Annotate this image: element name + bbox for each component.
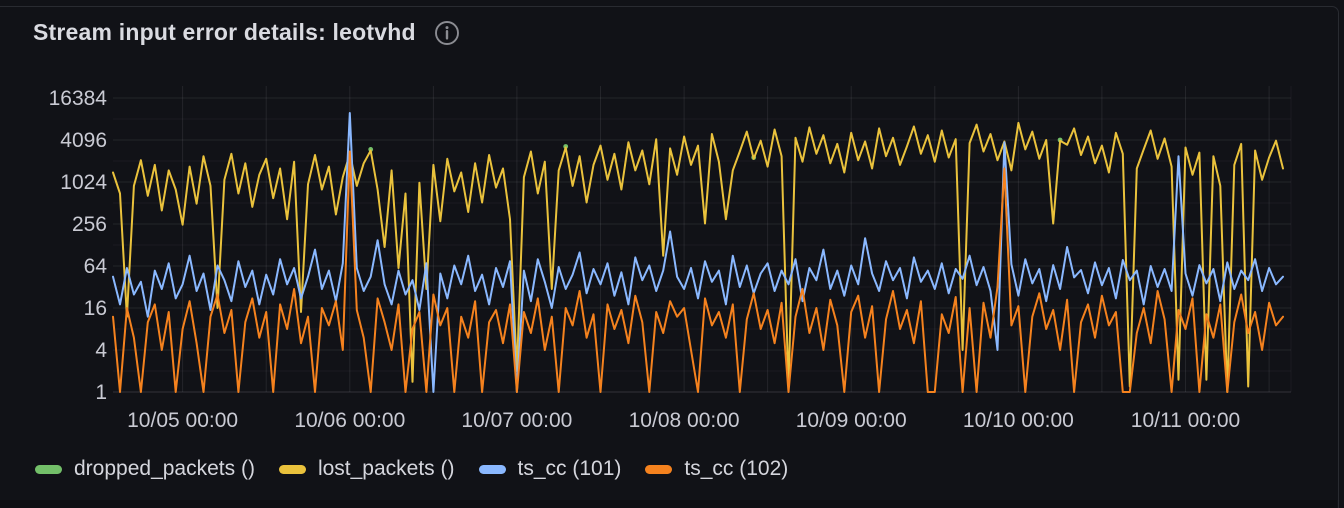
x-axis-tick: 10/06 00:00 [294, 409, 405, 432]
legend-label: ts_cc (101) [517, 457, 622, 480]
legend-swatch [478, 464, 506, 474]
panel-bottom-edge [0, 500, 1337, 508]
legend-swatch [645, 464, 673, 474]
x-axis-tick: 10/11 00:00 [1131, 409, 1240, 432]
y-axis-tick: 4 [95, 339, 107, 362]
legend-label: lost_packets () [317, 457, 455, 480]
legend-swatch [35, 464, 62, 474]
info-icon[interactable] [434, 20, 460, 46]
series-line-lost_packets [112, 121, 1284, 393]
series-line-ts_cc101 [112, 112, 1284, 393]
legend-label: ts_cc (102) [684, 457, 789, 480]
x-axis-tick: 10/05 00:00 [127, 409, 238, 432]
series-line-ts_cc102 [112, 150, 1284, 393]
legend-item-ts_cc102[interactable]: ts_cc (102) [645, 454, 788, 484]
x-axis: 10/05 00:00 10/06 00:00 10/07 00:00 10/08 0… [127, 409, 1240, 432]
y-axis-tick: 4096 [60, 129, 107, 152]
y-axis-tick: 16 [84, 297, 107, 320]
y-axis-tick: 256 [72, 213, 107, 236]
legend: dropped_packets () lost_packets () ts_cc (… [35, 454, 788, 484]
x-axis-tick: 10/09 00:00 [796, 409, 907, 432]
legend-item-dropped_packets[interactable]: dropped_packets () [35, 454, 255, 484]
legend-swatch [278, 464, 306, 474]
y-axis: 1 4 16 64 256 1024 4096 16384 [49, 87, 108, 404]
y-axis-tick: 1024 [60, 171, 107, 194]
x-axis-tick: 10/07 00:00 [461, 409, 572, 432]
legend-item-ts_cc101[interactable]: ts_cc (101) [478, 454, 622, 484]
series-point-dropped_packets [368, 147, 374, 152]
x-axis-tick: 10/08 00:00 [629, 409, 740, 432]
x-axis-tick: 10/10 00:00 [963, 409, 1074, 432]
panel-header: Stream input error details: leotvhd [33, 19, 460, 46]
y-axis-tick: 16384 [49, 87, 108, 110]
time-series-chart[interactable]: 1 4 16 64 256 1024 4096 16384 10/05 00:00 10/06 0… [0, 0, 1344, 448]
legend-label: dropped_packets () [74, 457, 255, 480]
series-point-dropped_packets [563, 144, 569, 149]
legend-item-lost_packets[interactable]: lost_packets () [278, 454, 455, 484]
y-axis-tick: 1 [95, 381, 107, 404]
panel-title[interactable]: Stream input error details: leotvhd [33, 19, 416, 45]
y-axis-tick: 64 [84, 255, 108, 278]
